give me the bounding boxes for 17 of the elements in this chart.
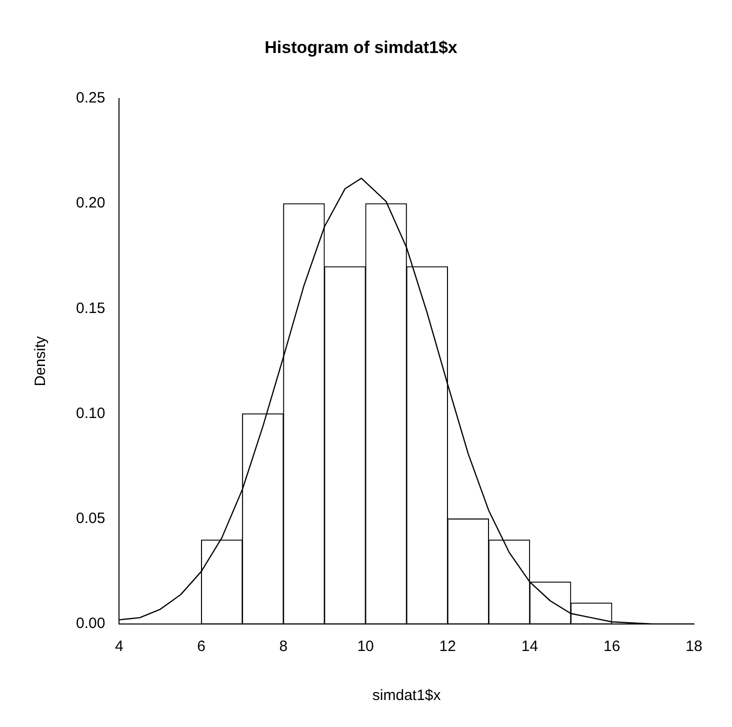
- x-tick-label: 4: [115, 638, 124, 656]
- chart-title: Histogram of simdat1$x: [264, 38, 458, 57]
- y-axis-title: Density: [32, 336, 50, 386]
- x-tick-label: 12: [439, 638, 456, 656]
- y-tick-label: 0.05: [76, 510, 106, 528]
- x-tick-label: 6: [197, 638, 206, 656]
- y-tick-label: 0.10: [76, 404, 106, 422]
- x-tick-label: 10: [357, 638, 374, 656]
- y-tick-label: 0.15: [76, 300, 106, 317]
- y-tick-label: 0.25: [76, 90, 106, 107]
- x-tick-label: 16: [604, 638, 620, 656]
- x-axis-title: simdat1$x: [372, 687, 442, 704]
- x-tick-label: 8: [279, 638, 288, 656]
- y-tick-label: 0.20: [76, 194, 106, 212]
- x-tick-label: 18: [686, 638, 702, 656]
- y-tick-label: 0.00: [76, 615, 106, 632]
- x-tick-label: 14: [521, 638, 538, 656]
